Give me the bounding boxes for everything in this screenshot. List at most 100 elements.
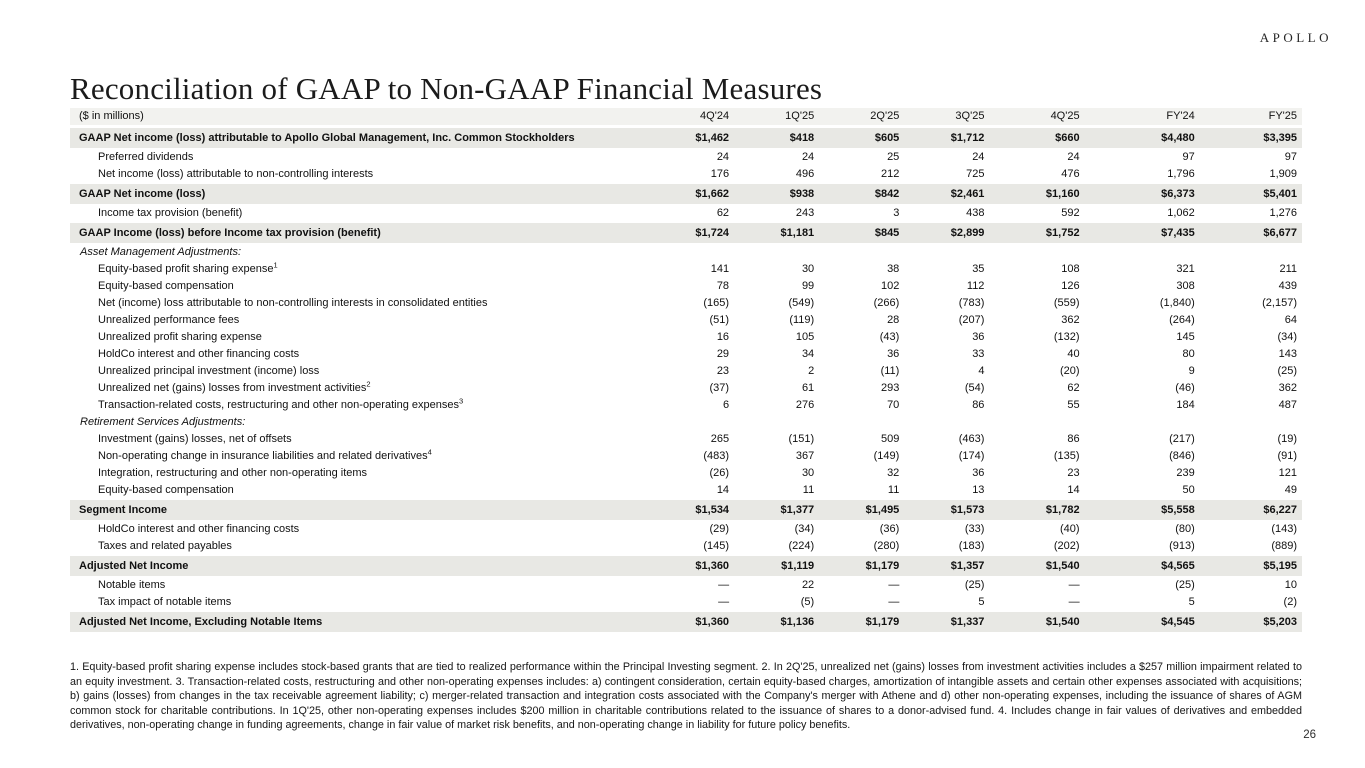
cell-value: (145)	[632, 538, 732, 556]
table-row: Unrealized performance fees (51) (119) 28 (2…	[70, 312, 1302, 329]
footnote-ref: 1	[273, 260, 278, 270]
row-label: Equity-based profit sharing expense1	[70, 261, 633, 278]
cell-value: 86	[986, 431, 1082, 448]
cell-value: (2,157)	[1196, 295, 1302, 312]
table-row: Retirement Services Adjustments:	[70, 414, 1302, 431]
cell-value: 6	[632, 397, 732, 414]
reconciliation-table-container: ($ in millions) 4Q'24 1Q'25 2Q'25 3Q'25 4Q'25…	[70, 108, 1302, 633]
cell-value: 265	[632, 431, 732, 448]
table-row: Preferred dividends 24 24 25 24 24 97 97	[70, 148, 1302, 166]
cell-value: —	[816, 576, 902, 594]
cell-value: (165)	[632, 295, 732, 312]
row-label: GAAP Net income (loss) attributable to A…	[70, 126, 633, 149]
cell-value: $5,558	[1081, 499, 1197, 521]
cell-value: $3,395	[1196, 126, 1302, 149]
cell-value: $1,160	[986, 183, 1082, 205]
cell-value: 86	[901, 397, 987, 414]
cell-value: (913)	[1081, 538, 1197, 556]
cell-value	[816, 243, 902, 261]
cell-value: $1,724	[632, 222, 732, 244]
cell-value: 30	[731, 261, 817, 278]
footnote-ref: 4	[427, 447, 432, 457]
table-row: HoldCo interest and other financing cost…	[70, 346, 1302, 363]
table-row: Taxes and related payables (145) (224) (280…	[70, 538, 1302, 556]
cell-value: 38	[816, 261, 902, 278]
cell-value: 24	[986, 148, 1082, 166]
table-row: Unrealized principal investment (income)…	[70, 363, 1302, 380]
cell-value: 64	[1196, 312, 1302, 329]
cell-value: (783)	[901, 295, 987, 312]
row-label: Segment Income	[70, 499, 633, 521]
cell-value: $938	[731, 183, 817, 205]
cell-value: 40	[986, 346, 1082, 363]
cell-value: 2	[731, 363, 817, 380]
cell-value: 13	[901, 482, 987, 500]
cell-value: 1,909	[1196, 166, 1302, 184]
cell-value: 62	[986, 380, 1082, 397]
cell-value: (19)	[1196, 431, 1302, 448]
cell-value: (463)	[901, 431, 987, 448]
cell-value	[986, 243, 1082, 261]
cell-value: (174)	[901, 448, 987, 465]
table-header-row: ($ in millions) 4Q'24 1Q'25 2Q'25 3Q'25 4Q'25…	[70, 108, 1302, 128]
table-row: Equity-based compensation 14 11 11 13 14 50 49	[70, 482, 1302, 500]
footnote-ref: 2	[366, 379, 371, 389]
cell-value: (54)	[901, 380, 987, 397]
cell-value: 97	[1081, 148, 1197, 166]
unit-label: ($ in millions)	[70, 108, 633, 128]
cell-value: $2,899	[901, 222, 987, 244]
cell-value: 36	[901, 329, 987, 346]
cell-value: $1,360	[632, 555, 732, 577]
cell-value: (266)	[816, 295, 902, 312]
cell-value: 308	[1081, 278, 1197, 295]
cell-value	[1081, 243, 1197, 261]
cell-value: (40)	[986, 520, 1082, 538]
cell-value: 212	[816, 166, 902, 184]
cell-value: (135)	[986, 448, 1082, 465]
cell-value: 105	[731, 329, 817, 346]
cell-value: $1,179	[816, 555, 902, 577]
cell-value: 78	[632, 278, 732, 295]
row-label: Equity-based compensation	[70, 482, 633, 500]
row-label: GAAP Net income (loss)	[70, 183, 633, 205]
table-row: Net income (loss) attributable to non-co…	[70, 166, 1302, 184]
cell-value: 184	[1081, 397, 1197, 414]
cell-value: 439	[1196, 278, 1302, 295]
row-label: Unrealized principal investment (income)…	[70, 363, 633, 380]
cell-value: 362	[986, 312, 1082, 329]
cell-value: 9	[1081, 363, 1197, 380]
cell-value: 5	[901, 594, 987, 612]
cell-value: 14	[632, 482, 732, 500]
cell-value: (559)	[986, 295, 1082, 312]
table-row: HoldCo interest and other financing cost…	[70, 520, 1302, 538]
cell-value: (20)	[986, 363, 1082, 380]
cell-value: 49	[1196, 482, 1302, 500]
table-row: Unrealized net (gains) losses from inves…	[70, 380, 1302, 397]
cell-value: 496	[731, 166, 817, 184]
row-label: Net (income) loss attributable to non-co…	[70, 295, 633, 312]
cell-value: $4,545	[1081, 611, 1197, 633]
cell-value: $1,534	[632, 499, 732, 521]
cell-value: (46)	[1081, 380, 1197, 397]
cell-value: $845	[816, 222, 902, 244]
cell-value: (151)	[731, 431, 817, 448]
cell-value: $5,401	[1196, 183, 1302, 205]
cell-value	[632, 243, 732, 261]
cell-value: (217)	[1081, 431, 1197, 448]
cell-value: 35	[901, 261, 987, 278]
cell-value	[901, 243, 987, 261]
cell-value: 276	[731, 397, 817, 414]
cell-value: $1,782	[986, 499, 1082, 521]
cell-value: 61	[731, 380, 817, 397]
table-row: GAAP Net income (loss) attributable to A…	[70, 126, 1302, 149]
cell-value: 55	[986, 397, 1082, 414]
cell-value: $1,495	[816, 499, 902, 521]
cell-value: (119)	[731, 312, 817, 329]
page-number: 26	[1303, 729, 1316, 741]
row-label: Tax impact of notable items	[70, 594, 633, 612]
cell-value: 176	[632, 166, 732, 184]
cell-value: $605	[816, 126, 902, 149]
cell-value: (34)	[731, 520, 817, 538]
reconciliation-table: ($ in millions) 4Q'24 1Q'25 2Q'25 3Q'25 4Q'25…	[70, 108, 1302, 633]
cell-value	[1081, 414, 1197, 431]
